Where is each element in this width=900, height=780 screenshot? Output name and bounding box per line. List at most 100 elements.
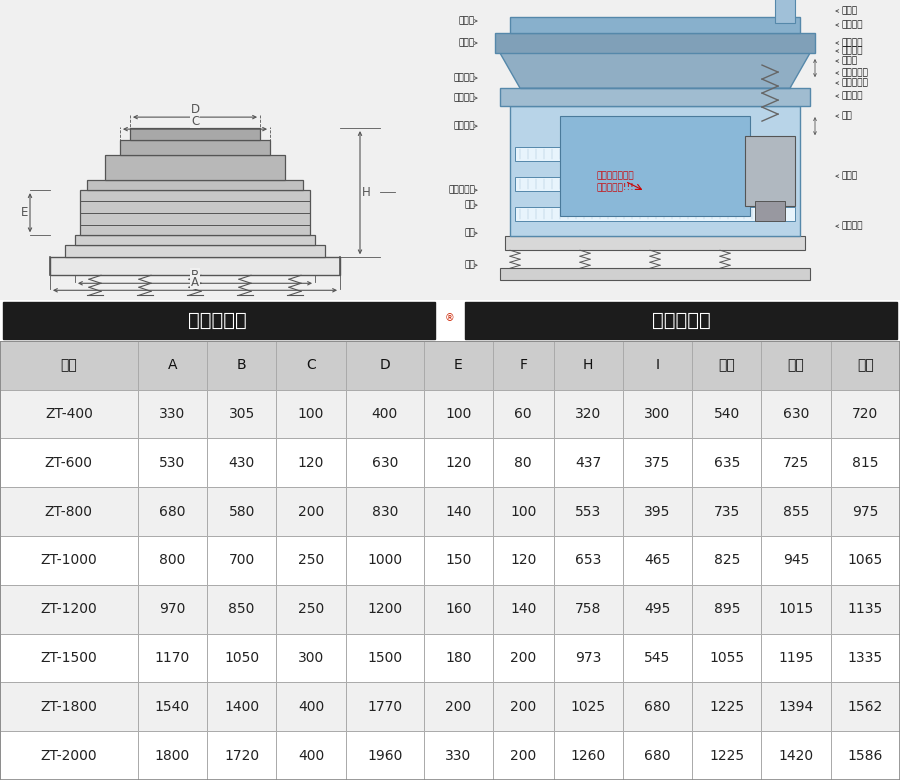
Bar: [515, 177, 795, 191]
Text: 二层: 二层: [788, 358, 805, 372]
Text: 橡胶球: 橡胶球: [842, 57, 858, 66]
Bar: [692, 341, 761, 390]
Text: 振客机械
DENTAL MECHANICAL: 振客机械 DENTAL MECHANICAL: [353, 541, 547, 580]
Text: 球形清洁板: 球形清洁板: [842, 69, 868, 77]
Text: 580: 580: [229, 505, 255, 519]
Bar: [554, 585, 623, 633]
Text: 758: 758: [575, 602, 601, 616]
Text: 330: 330: [159, 407, 185, 421]
Bar: [346, 341, 424, 390]
Bar: [75, 236, 315, 245]
Bar: [87, 180, 303, 190]
Text: 800: 800: [159, 554, 185, 567]
Text: 553: 553: [575, 505, 601, 519]
Text: 160: 160: [446, 602, 472, 616]
Text: 100: 100: [510, 505, 536, 519]
Bar: [623, 682, 692, 731]
Text: 855: 855: [783, 505, 809, 519]
Text: 1200: 1200: [367, 602, 402, 616]
Bar: [346, 390, 424, 438]
Bar: [831, 536, 900, 585]
Text: 680: 680: [644, 749, 670, 763]
Text: 200: 200: [298, 505, 324, 519]
Bar: [554, 682, 623, 731]
Bar: [554, 633, 623, 682]
Bar: [831, 390, 900, 438]
Bar: [775, 0, 795, 23]
Bar: [465, 303, 897, 339]
Polygon shape: [500, 53, 810, 88]
Text: 1960: 1960: [367, 749, 402, 763]
Bar: [0, 682, 138, 731]
Text: 1055: 1055: [709, 651, 744, 665]
Bar: [493, 341, 554, 390]
Text: 1720: 1720: [224, 749, 259, 763]
Text: 200: 200: [510, 700, 536, 714]
Bar: [761, 731, 831, 780]
Text: ZT-800: ZT-800: [45, 505, 93, 519]
Bar: [692, 682, 761, 731]
Text: 中部框架: 中部框架: [454, 73, 475, 83]
Bar: [424, 341, 493, 390]
Bar: [0, 341, 138, 390]
Bar: [493, 438, 554, 488]
Bar: [623, 341, 692, 390]
Bar: [500, 88, 810, 106]
Text: 200: 200: [510, 651, 536, 665]
Bar: [65, 245, 325, 257]
Text: 上部重锤: 上部重锤: [842, 91, 863, 101]
Bar: [493, 731, 554, 780]
Text: 电动机: 电动机: [842, 172, 858, 181]
Text: 绕外重橡板: 绕外重橡板: [842, 79, 868, 87]
Text: 973: 973: [575, 651, 601, 665]
Text: 720: 720: [852, 407, 878, 421]
Bar: [138, 585, 207, 633]
Bar: [276, 390, 346, 438]
Text: 653: 653: [575, 554, 601, 567]
Bar: [50, 257, 340, 275]
Text: 330: 330: [446, 749, 472, 763]
Text: 压紧环: 压紧环: [459, 38, 475, 48]
Text: 外形尺寸图: 外形尺寸图: [187, 311, 247, 330]
Bar: [207, 390, 276, 438]
Bar: [623, 488, 692, 536]
Bar: [0, 731, 138, 780]
Bar: [138, 488, 207, 536]
Bar: [424, 682, 493, 731]
Text: B: B: [191, 269, 199, 282]
Text: 495: 495: [644, 602, 670, 616]
Bar: [692, 536, 761, 585]
Text: 825: 825: [714, 554, 740, 567]
Text: C: C: [306, 358, 316, 372]
Text: D: D: [191, 103, 200, 115]
Text: 1015: 1015: [778, 602, 814, 616]
Text: ZT-400: ZT-400: [45, 407, 93, 421]
Text: ZT-2000: ZT-2000: [40, 749, 97, 763]
Bar: [761, 390, 831, 438]
Text: 140: 140: [446, 505, 472, 519]
Bar: [831, 682, 900, 731]
Text: 80: 80: [515, 456, 532, 470]
Bar: [623, 585, 692, 633]
Text: I: I: [655, 358, 660, 372]
Text: 400: 400: [298, 700, 324, 714]
Bar: [276, 682, 346, 731]
Text: E: E: [21, 206, 28, 219]
Bar: [493, 682, 554, 731]
Text: ®: ®: [446, 314, 454, 324]
Text: 弹簧: 弹簧: [464, 229, 475, 238]
Text: 1195: 1195: [778, 651, 814, 665]
Text: A: A: [167, 358, 177, 372]
Bar: [554, 341, 623, 390]
Text: 1394: 1394: [778, 700, 814, 714]
Text: 1065: 1065: [848, 554, 883, 567]
Bar: [346, 536, 424, 585]
Bar: [623, 438, 692, 488]
Bar: [346, 438, 424, 488]
Bar: [831, 731, 900, 780]
Bar: [520, 53, 790, 88]
Bar: [0, 488, 138, 536]
Text: 60: 60: [515, 407, 532, 421]
Bar: [346, 585, 424, 633]
Text: ZT-1800: ZT-1800: [40, 700, 97, 714]
